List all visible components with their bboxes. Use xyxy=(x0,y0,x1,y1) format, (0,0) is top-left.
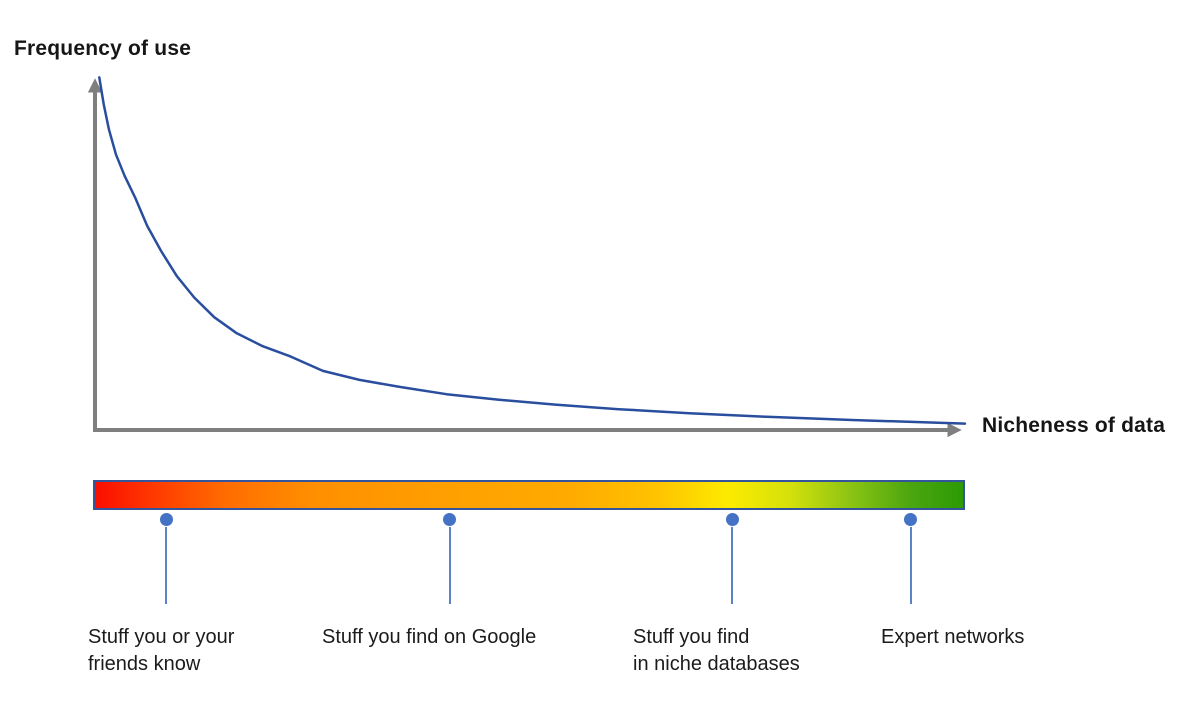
marker-dot-icon xyxy=(904,513,918,526)
marker-dot-icon xyxy=(443,513,457,526)
x-axis-label: Nicheness of data xyxy=(982,414,1166,437)
marker-label-expert-networks: Expert networks xyxy=(881,626,1025,648)
marker-label-niche-databases: Stuff you find in niche databases xyxy=(633,626,800,675)
marker-label-friends: Stuff you or your friends know xyxy=(88,626,235,675)
spectrum-marker xyxy=(159,513,173,604)
spectrum-marker xyxy=(725,513,739,604)
y-axis-label: Frequency of use xyxy=(14,37,192,60)
spectrum-marker xyxy=(443,513,457,604)
spectrum-marker xyxy=(904,513,918,604)
marker-stem xyxy=(909,527,912,604)
marker-dot-icon xyxy=(159,513,173,526)
nicheness-gradient-bar xyxy=(93,480,965,510)
decay-curve xyxy=(98,76,967,425)
marker-stem xyxy=(731,527,734,604)
marker-stem xyxy=(448,527,451,604)
marker-label-google: Stuff you find on Google xyxy=(322,626,537,648)
marker-stem xyxy=(165,527,168,604)
marker-dot-icon xyxy=(725,513,739,526)
